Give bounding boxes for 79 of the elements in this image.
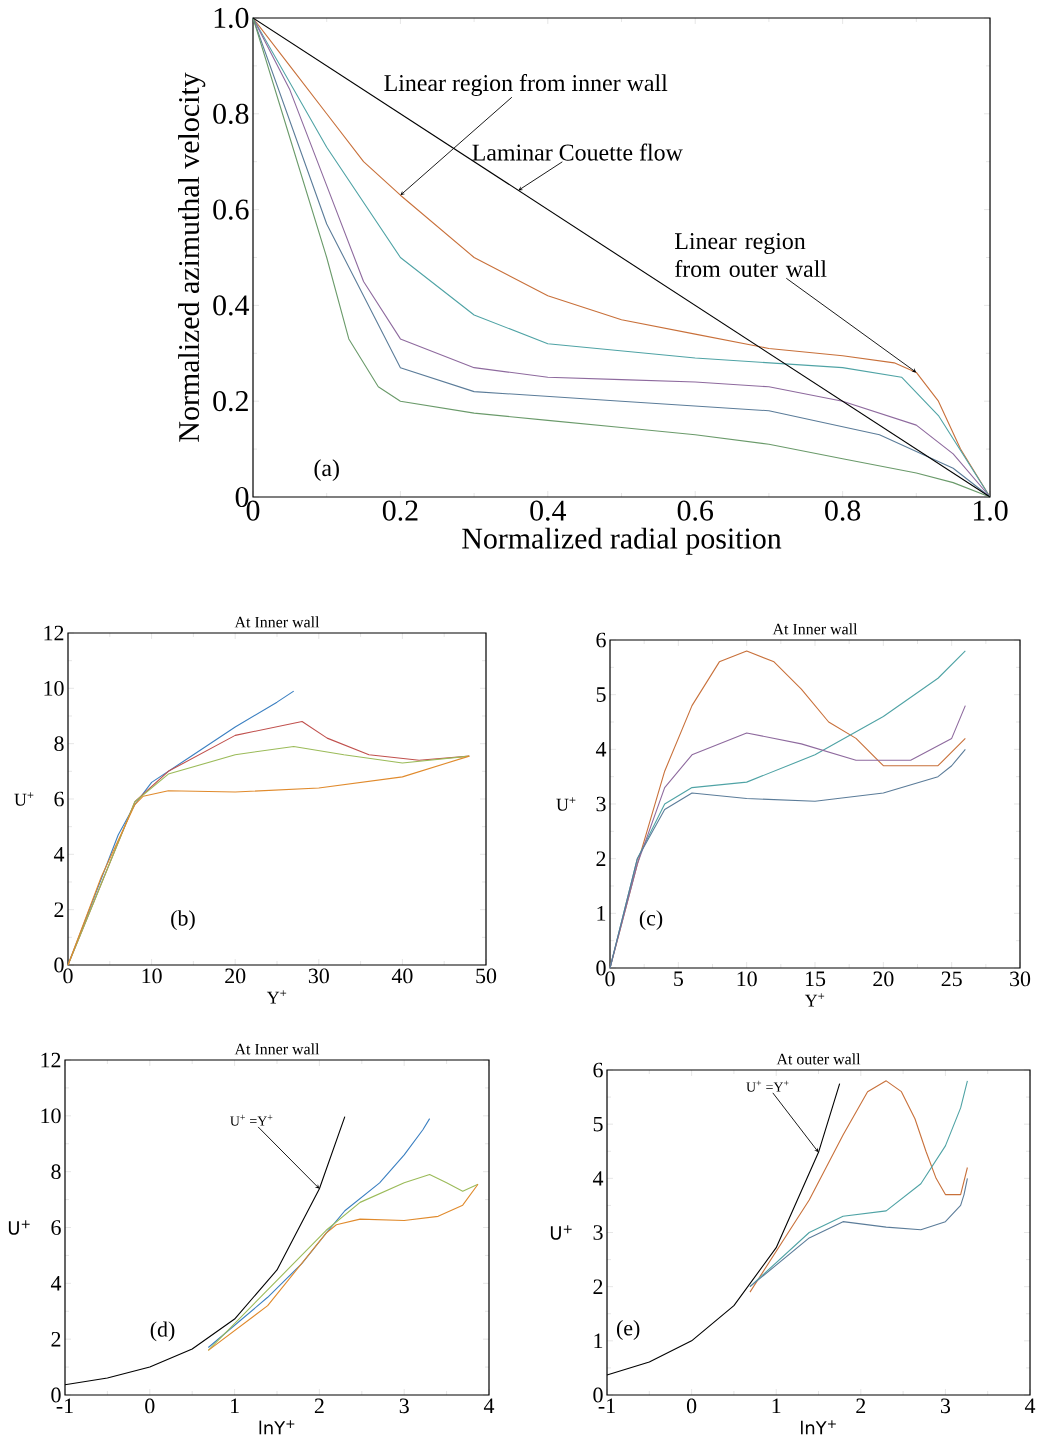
y-tick-label: 2 — [596, 851, 606, 866]
annotation: (b) — [171, 910, 195, 931]
y-tick-label: 0.6 — [213, 199, 249, 220]
x-tick-label: 5 — [674, 971, 683, 987]
annotation: (d) — [150, 1321, 175, 1342]
y-axis-title: U$^{+}$ — [556, 797, 576, 811]
y-axis-title: U$^{+}$ — [14, 792, 34, 806]
y-tick-label: 1 — [594, 1333, 603, 1349]
y-tick-label: 1 — [597, 906, 606, 921]
x-axis-title: Normalized radial position — [462, 527, 782, 555]
y-tick-label: 8 — [54, 736, 64, 752]
annotation: (a) — [314, 459, 339, 482]
x-axis-title: Y$^{+}$ — [266, 990, 287, 1004]
y-tick-label: 10 — [41, 1108, 61, 1124]
x-tick-label: 15 — [805, 971, 826, 987]
x-tick-label: 4 — [1024, 1398, 1036, 1413]
y-tick-label: 8 — [51, 1164, 61, 1180]
y-tick-label: 6 — [54, 791, 64, 807]
annotation: (e) — [616, 1320, 640, 1340]
x-tick-label: 0.4 — [530, 500, 567, 521]
chart-title: At Inner wall — [234, 1043, 320, 1055]
x-tick-label: 0.6 — [677, 500, 714, 521]
x-tick-label: 40 — [391, 968, 413, 984]
x-tick-label: 25 — [941, 971, 962, 987]
y-tick-label: 0 — [54, 957, 64, 973]
x-tick-label: 0 — [686, 1398, 697, 1414]
annotation: U$^{+}$ =Y$^{+}$ — [746, 1080, 789, 1092]
x-tick-label: 3 — [399, 1398, 409, 1414]
x-tick-label: 2 — [856, 1398, 866, 1414]
x-tick-label: 1 — [772, 1398, 781, 1413]
y-tick-label: 3 — [593, 1225, 603, 1240]
y-tick-label: 2 — [54, 902, 64, 917]
chart-title: At Inner wall — [772, 623, 858, 635]
x-axis-title: lnY$^{+}$ — [259, 1420, 295, 1435]
x-tick-label: 2 — [314, 1398, 324, 1414]
y-tick-label: 5 — [593, 1116, 603, 1132]
annotation: Laminar Couette flow — [472, 143, 683, 161]
x-tick-label: 20 — [873, 971, 894, 987]
y-tick-label: 12 — [44, 625, 64, 641]
x-tick-label: 0.2 — [382, 500, 418, 521]
x-tick-label: 20 — [225, 968, 246, 984]
y-tick-label: 0.8 — [213, 103, 249, 124]
y-tick-label: 0.2 — [213, 391, 248, 412]
x-tick-label: 30 — [308, 968, 329, 984]
y-tick-label: 2 — [593, 1279, 603, 1294]
y-tick-label: 6 — [593, 1062, 603, 1078]
x-tick-label: 1.0 — [973, 500, 1008, 521]
annotation: U$^{+}$ =Y$^{+}$ — [230, 1114, 273, 1126]
annotation: (c) — [639, 910, 663, 931]
y-tick-label: 4 — [595, 742, 607, 757]
y-tick-label: 2 — [51, 1331, 61, 1347]
x-tick-label: 10 — [142, 968, 162, 984]
annotation: Linear region from inner wall — [384, 74, 668, 97]
x-tick-label: 4 — [483, 1398, 495, 1413]
chart-title: At outer wall — [776, 1053, 861, 1065]
x-tick-label: 0.8 — [825, 500, 861, 521]
y-tick-label: 6 — [51, 1220, 61, 1235]
x-tick-label: 3 — [940, 1398, 951, 1414]
y-tick-label: 0.4 — [213, 295, 250, 316]
x-tick-label: 10 — [737, 971, 757, 987]
x-axis-title: lnY$^{+}$ — [801, 1420, 836, 1435]
chart-title: At Inner wall — [234, 616, 320, 628]
y-tick-label: 4 — [592, 1171, 604, 1186]
x-axis-title: Y$^{+}$ — [804, 993, 825, 1007]
y-tick-label: 12 — [41, 1052, 61, 1068]
y-tick-label: 4 — [53, 847, 65, 862]
y-tick-label: 1.0 — [214, 7, 249, 29]
y-axis-title: U$^{+}$ — [8, 1220, 30, 1235]
y-tick-label: 3 — [596, 796, 606, 812]
annotation: Linear region from outer wall — [674, 233, 827, 278]
y-tick-label: 4 — [50, 1276, 62, 1291]
y-tick-label: 5 — [596, 687, 606, 702]
y-axis-title: Normalized azimuthal velocity — [178, 72, 206, 442]
y-axis-title: U$^{+}$ — [550, 1225, 572, 1240]
y-tick-label: 10 — [44, 680, 64, 696]
y-tick-label: 6 — [596, 632, 606, 648]
x-tick-label: 30 — [1010, 971, 1031, 987]
x-tick-label: 50 — [476, 968, 497, 984]
x-tick-label: 0 — [145, 1398, 155, 1414]
